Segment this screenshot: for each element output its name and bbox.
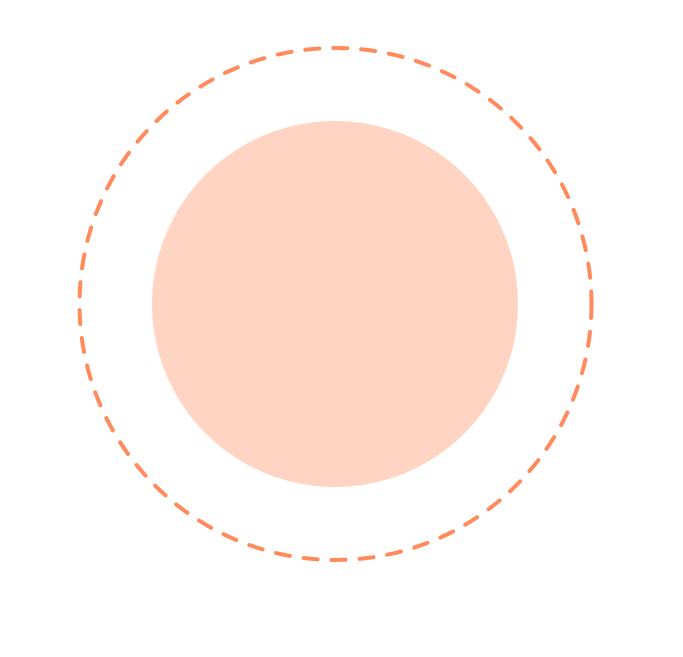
dashed-outer-ring xyxy=(77,46,594,562)
filled-inner-circle xyxy=(152,121,518,487)
